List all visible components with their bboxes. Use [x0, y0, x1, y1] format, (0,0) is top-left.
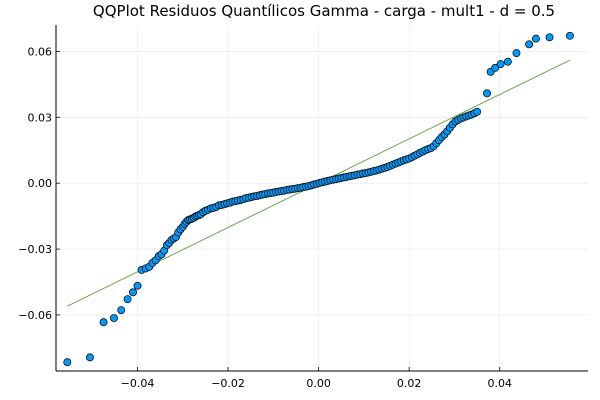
- x-tick-label: 0.04: [487, 377, 512, 390]
- x-tick-label: −0.02: [211, 377, 245, 390]
- x-tick-label: 0.00: [306, 377, 331, 390]
- data-point: [124, 296, 131, 303]
- y-tick-label: −0.06: [18, 309, 52, 322]
- data-point: [566, 32, 573, 39]
- tick-layer: −0.04 −0.02 0.00 0.02 0.04 −0.06 −0.03 0.00 0.03…: [18, 45, 512, 390]
- data-point: [110, 314, 117, 321]
- y-tick-label: −0.03: [18, 243, 52, 256]
- chart-title: QQPlot Residuos Quantílicos Gamma - carg…: [93, 2, 555, 20]
- data-point: [86, 354, 93, 361]
- data-point: [513, 50, 520, 57]
- data-point: [526, 41, 533, 48]
- data-point: [64, 359, 71, 366]
- y-tick-label: 0.06: [28, 45, 53, 58]
- data-point: [532, 35, 539, 42]
- y-tick-label: 0.00: [28, 177, 53, 190]
- data-point: [129, 289, 136, 296]
- x-tick-label: 0.02: [397, 377, 422, 390]
- data-point: [497, 61, 504, 68]
- grid-layer: [56, 25, 588, 371]
- data-point: [100, 319, 107, 326]
- data-point: [546, 34, 553, 41]
- data-point: [118, 307, 125, 314]
- axes: [56, 25, 588, 371]
- y-tick-label: 0.03: [28, 111, 53, 124]
- data-point: [134, 282, 141, 289]
- data-point: [473, 108, 480, 115]
- data-point: [483, 90, 490, 97]
- x-tick-label: −0.04: [121, 377, 155, 390]
- data-point: [504, 58, 511, 65]
